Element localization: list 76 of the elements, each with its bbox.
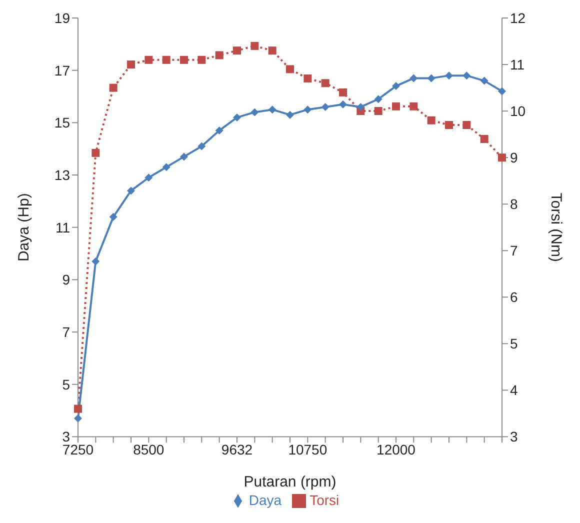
point xyxy=(445,121,453,129)
point xyxy=(321,79,330,88)
point xyxy=(162,163,170,172)
y-tick-label: 9 xyxy=(62,272,70,288)
point xyxy=(427,116,436,124)
point xyxy=(215,126,224,135)
y-tick-label: 7 xyxy=(62,324,70,340)
point xyxy=(109,212,118,221)
point xyxy=(144,56,153,64)
x-tick-label: 12000 xyxy=(376,442,416,458)
y2-axis-title: Torsi (Nm) xyxy=(548,192,565,262)
point xyxy=(427,74,436,82)
point xyxy=(109,84,118,92)
point xyxy=(74,414,82,422)
point xyxy=(250,42,259,50)
y2-tick-label: 11 xyxy=(510,56,525,72)
point xyxy=(462,121,471,129)
point xyxy=(480,76,488,85)
point xyxy=(92,148,100,157)
y2-tick-label: 7 xyxy=(510,242,518,259)
point xyxy=(74,404,82,413)
point xyxy=(410,74,418,82)
y-tick-label: 5 xyxy=(62,376,70,392)
point xyxy=(198,56,206,64)
point xyxy=(374,107,382,116)
point xyxy=(498,154,506,162)
y2-tick-label: 8 xyxy=(510,196,518,212)
y2-tick-label: 3 xyxy=(510,428,518,445)
y2-tick-label: 5 xyxy=(510,336,518,352)
point xyxy=(304,106,312,114)
point xyxy=(304,74,312,82)
point xyxy=(410,102,418,110)
point xyxy=(250,108,259,116)
y2-tick-label: 4 xyxy=(510,382,518,398)
point xyxy=(356,102,365,111)
point xyxy=(180,152,188,161)
point xyxy=(392,102,400,110)
point xyxy=(127,60,135,69)
point xyxy=(127,186,135,195)
point xyxy=(268,106,276,114)
point xyxy=(286,110,294,119)
point xyxy=(180,56,188,64)
point xyxy=(339,100,347,108)
point xyxy=(339,88,347,96)
point xyxy=(162,56,170,64)
point xyxy=(480,134,488,143)
y-tick-label: 13 xyxy=(54,166,70,183)
point xyxy=(233,113,241,122)
x-axis-title: Putaran (rpm) xyxy=(244,474,336,491)
x-tick-label: 8500 xyxy=(133,442,164,458)
y2-tick-label: 12 xyxy=(510,10,526,26)
point xyxy=(215,51,224,60)
point xyxy=(498,87,506,96)
point xyxy=(92,257,100,266)
point xyxy=(286,65,294,74)
y2-tick-label: 10 xyxy=(510,103,526,120)
point xyxy=(462,72,471,80)
point xyxy=(198,142,206,150)
x-tick-label: 9632 xyxy=(221,442,253,458)
y-tick-label: 19 xyxy=(54,10,70,26)
y2-tick-label: 9 xyxy=(510,150,518,166)
point xyxy=(392,82,400,90)
y-tick-label: 15 xyxy=(54,114,70,131)
y2-tick-label: 6 xyxy=(510,289,518,306)
point xyxy=(374,95,382,104)
legend-label: Daya xyxy=(248,492,282,508)
x-tick-label: 10750 xyxy=(288,442,328,458)
point xyxy=(321,102,330,111)
y-axis-title: Daya (Hp) xyxy=(15,193,32,262)
point xyxy=(268,46,276,55)
y-tick-label: 11 xyxy=(55,219,70,236)
point xyxy=(233,46,241,55)
point xyxy=(144,174,153,182)
point xyxy=(445,72,453,80)
legend-label: Torsi xyxy=(310,492,340,508)
y-tick-label: 17 xyxy=(54,62,70,78)
